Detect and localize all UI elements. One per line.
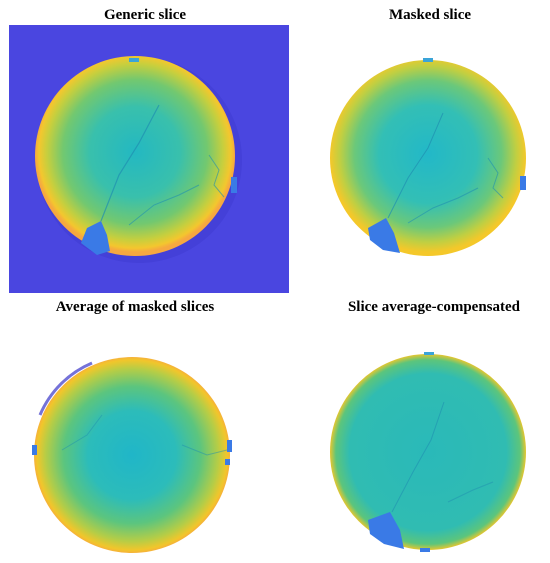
generic-slice-image	[9, 25, 289, 293]
average-masked-slices-title: Average of masked slices	[55, 299, 215, 315]
slice-average-compensated-title: Slice average-compensated	[347, 299, 521, 315]
masked-slice-title: Masked slice	[388, 7, 472, 23]
slice-average-compensated-image	[330, 352, 526, 552]
average-masked-slices-image	[32, 357, 232, 553]
masked-slice-image	[330, 58, 526, 256]
generic-slice-title: Generic slice	[103, 7, 187, 23]
